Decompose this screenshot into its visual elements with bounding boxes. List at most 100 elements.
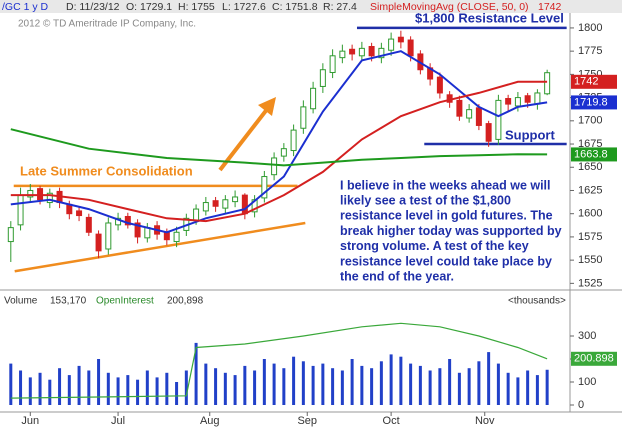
candle-body (349, 48, 356, 55)
candle-body (193, 208, 200, 221)
candle-body (85, 216, 92, 233)
candle-body (388, 38, 395, 51)
candle-body (261, 176, 268, 199)
volume-bar (311, 365, 315, 405)
value-tag: 200.898 (574, 353, 614, 365)
commentary: resistance level could take place by (340, 254, 552, 268)
y-tick-label: 1625 (578, 184, 602, 196)
volume-bar (223, 372, 227, 405)
x-tick-label: Jun (21, 415, 39, 427)
y-tick-label: 1575 (578, 231, 602, 243)
candle-body (232, 196, 239, 203)
candle-body (134, 222, 141, 238)
volume-bar (477, 361, 481, 405)
volume-bar (526, 370, 530, 405)
y-tick-label: 1525 (578, 277, 602, 289)
moving-average (10, 50, 548, 234)
candle-body (290, 129, 297, 152)
candle-body (485, 123, 492, 142)
value-tag: 1719.8 (574, 96, 608, 108)
candle-body (212, 200, 219, 207)
y-tick-label: 1700 (578, 115, 602, 127)
volume-bar (350, 358, 354, 405)
volume-bar (28, 377, 32, 405)
header-high: H: 1755 (178, 1, 215, 13)
x-tick-label: Nov (475, 415, 495, 427)
x-tick-label: Jul (111, 415, 125, 427)
volume-bar (145, 370, 149, 405)
header-bar (0, 0, 622, 13)
volume-bar (155, 377, 159, 405)
study-name: SimpleMovingAvg (CLOSE, 50, 0) (370, 1, 529, 13)
candle-body (319, 69, 326, 87)
header-close: C: 1751.8 (272, 1, 318, 13)
candle-body (95, 233, 102, 252)
y-tick-label: 1550 (578, 254, 602, 266)
candle-body (368, 46, 375, 57)
y-tick-label: 1775 (578, 45, 602, 57)
commentary: I believe in the weeks ahead we will (340, 178, 551, 192)
arrow-head (258, 97, 276, 116)
value-tag-box (571, 95, 617, 110)
volume-bar (262, 358, 266, 405)
candle-body (378, 47, 385, 59)
candle-body (339, 50, 346, 59)
candle-body (144, 227, 151, 239)
candle-body (544, 72, 551, 95)
candle-body (524, 95, 531, 103)
volume-bar (253, 370, 257, 405)
volume-bar (136, 379, 140, 405)
open-interest-line (10, 322, 548, 399)
y-tick-label: 1600 (578, 208, 602, 220)
commentary: likely see a test of the $1,800 (340, 193, 511, 207)
candle-body (124, 215, 131, 226)
candle-body (300, 106, 307, 129)
y-tick-label: 1800 (578, 22, 602, 34)
volume-bar (126, 375, 130, 405)
candle-body (163, 231, 170, 241)
volume-bar (233, 375, 237, 405)
symbol: /GC 1 y D (2, 1, 49, 13)
volume-bar (301, 361, 305, 405)
volume-bar (535, 375, 539, 405)
commentary: the end of the year. (340, 269, 454, 283)
candle-body (173, 231, 180, 243)
volume-bar (545, 369, 549, 405)
candle-body (241, 194, 248, 215)
candle-body (105, 222, 112, 250)
volume-bar (243, 365, 247, 405)
candle-body (222, 199, 229, 209)
x-tick-label: Aug (200, 415, 220, 427)
candle-body (27, 189, 34, 198)
volume-bar (496, 363, 500, 405)
header-date: D: 11/23/12 (66, 1, 120, 13)
study-value: 1742 (538, 1, 562, 13)
header-open: O: 1729.1 (126, 1, 172, 13)
candle-body (115, 217, 122, 226)
candle-body (310, 87, 317, 110)
volume-value: 153,170 (50, 296, 87, 307)
value-tag: 1663.8 (574, 148, 608, 160)
volume-bar (467, 368, 471, 405)
volume-bar (418, 365, 422, 405)
candle-body (466, 109, 473, 119)
header-low: L: 1727.6 (222, 1, 266, 13)
volume-bar (204, 363, 208, 405)
candle-body (46, 192, 53, 204)
candle-body (407, 39, 414, 57)
volume-bar (360, 365, 364, 405)
volume-bar (19, 370, 23, 405)
volume-bar (116, 377, 120, 405)
candle-body (475, 107, 482, 126)
annotation-text: Late Summer Consolidation (20, 163, 193, 178)
y-tick-label: 0 (578, 399, 584, 411)
candle-body (505, 98, 512, 105)
x-tick-label: Oct (383, 415, 400, 427)
candle-body (436, 76, 443, 94)
oi-value: 200,898 (167, 296, 204, 307)
volume-bar (438, 368, 442, 405)
volume-bar (184, 370, 188, 405)
candle-body (17, 194, 24, 226)
volume-bar (379, 361, 383, 405)
annotation-text: $1,800 Resistance Level (415, 10, 564, 25)
